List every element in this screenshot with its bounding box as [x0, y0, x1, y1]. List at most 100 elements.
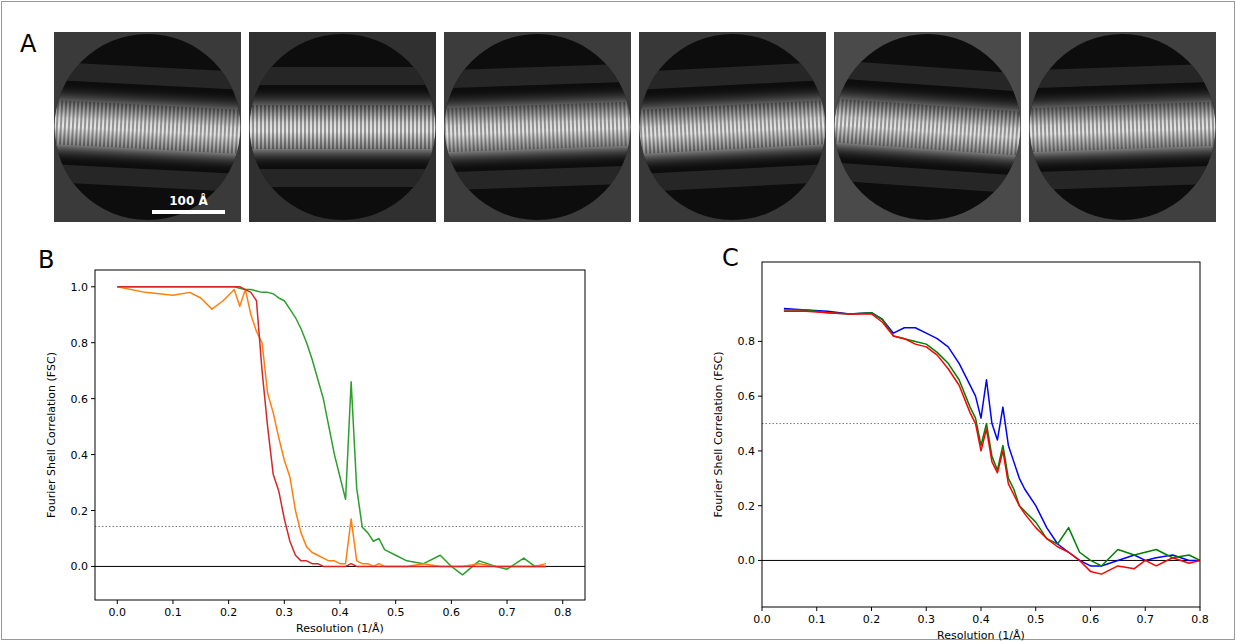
image-content — [229, 32, 456, 222]
halo — [1007, 63, 1234, 89]
y-tick-label: 0.0 — [738, 554, 756, 567]
striations — [813, 97, 1043, 157]
halo — [229, 67, 456, 85]
class-average — [810, 32, 1045, 222]
halo — [1011, 165, 1236, 191]
x-tick — [926, 607, 927, 611]
x-tick — [284, 600, 285, 604]
class-average — [1007, 32, 1236, 222]
scale-bar-label: 100 Å — [169, 193, 208, 208]
halo — [616, 61, 844, 91]
y-tick — [758, 396, 762, 397]
band-group — [31, 61, 264, 193]
halo — [422, 63, 649, 89]
x-tick — [228, 600, 229, 604]
x-tick-label: 0.4 — [331, 606, 349, 619]
band-group — [810, 59, 1045, 195]
x-tick — [451, 600, 452, 604]
band — [1008, 81, 1236, 173]
y-tick-label: 1.0 — [71, 281, 89, 294]
image-content — [810, 32, 1045, 222]
y-tick — [758, 505, 762, 506]
x-tick — [1090, 607, 1091, 611]
threshold-line — [762, 423, 1200, 424]
x-axis-title: Resolution (1/Å) — [296, 622, 384, 635]
x-tick-label: 0.7 — [1137, 613, 1155, 626]
x-tick — [1035, 607, 1036, 611]
x-tick — [340, 600, 341, 604]
panel-letter: C — [722, 244, 739, 272]
image-content — [1007, 32, 1236, 222]
y-tick — [758, 560, 762, 561]
x-axis-title: Resolution (1/Å) — [937, 629, 1025, 641]
band-group — [616, 61, 849, 193]
x-tick-label: 0.8 — [554, 606, 572, 619]
band-group — [229, 67, 456, 187]
band — [811, 77, 1043, 177]
y-tick — [758, 341, 762, 342]
y-tick — [91, 342, 95, 343]
y-tick — [91, 566, 95, 567]
x-tick-label: 0.5 — [1027, 613, 1045, 626]
striations — [1008, 101, 1236, 153]
y-tick-label: 0.8 — [71, 337, 89, 350]
x-tick — [1200, 607, 1201, 611]
class-average — [229, 32, 456, 222]
halo — [810, 161, 1038, 195]
image-content — [31, 32, 264, 222]
band-group — [1007, 63, 1236, 191]
x-tick — [117, 600, 118, 604]
x-tick — [172, 600, 173, 604]
x-tick-label: 0.3 — [918, 613, 936, 626]
y-tick-label: 0.6 — [71, 393, 89, 406]
x-tick — [762, 607, 763, 611]
y-tick-label: 0.8 — [738, 335, 756, 348]
image-content — [422, 32, 653, 222]
y-tick — [91, 398, 95, 399]
fsc-curve — [117, 287, 546, 567]
plot-area — [762, 309, 1200, 575]
x-tick — [816, 607, 817, 611]
x-tick-label: 0.2 — [220, 606, 238, 619]
x-tick-label: 0.3 — [276, 606, 294, 619]
x-tick — [981, 607, 982, 611]
halo — [621, 163, 849, 193]
striations — [423, 101, 651, 153]
panel-letter: A — [20, 30, 37, 58]
band — [32, 79, 263, 175]
y-axis-title: Fourier Shell Correlation (FSC) — [712, 352, 725, 518]
panel-letter: B — [38, 246, 54, 274]
halo — [426, 165, 653, 191]
y-tick-label: 0.2 — [71, 505, 89, 518]
y-tick — [91, 510, 95, 511]
y-tick — [758, 450, 762, 451]
y-tick-label: 0.6 — [738, 390, 756, 403]
striations — [33, 99, 262, 155]
figure: A100 ÅB0.00.10.20.30.40.50.60.70.80.00.2… — [0, 0, 1236, 641]
x-tick-label: 0.4 — [972, 613, 990, 626]
x-tick — [871, 607, 872, 611]
band — [423, 81, 653, 173]
x-tick-label: 0.6 — [443, 606, 461, 619]
y-tick-label: 0.4 — [738, 445, 756, 458]
band-group — [422, 63, 653, 191]
plot-area — [95, 287, 585, 575]
band — [617, 79, 848, 175]
x-tick-label: 0.0 — [753, 613, 771, 626]
y-tick-label: 0.0 — [71, 560, 89, 573]
x-tick-label: 0.2 — [863, 613, 881, 626]
x-tick-label: 0.7 — [498, 606, 516, 619]
scale-bar — [152, 210, 225, 214]
y-tick-label: 0.4 — [71, 449, 89, 462]
striations — [229, 105, 456, 149]
x-tick — [562, 600, 563, 604]
class-average — [616, 32, 849, 222]
axes-frame — [95, 270, 585, 600]
x-tick-label: 0.6 — [1082, 613, 1100, 626]
x-tick-label: 0.5 — [387, 606, 405, 619]
y-axis-title: Fourier Shell Correlation (FSC) — [45, 352, 58, 518]
halo — [31, 163, 259, 193]
x-tick — [1145, 607, 1146, 611]
halo — [817, 59, 1045, 93]
striations — [618, 99, 847, 155]
